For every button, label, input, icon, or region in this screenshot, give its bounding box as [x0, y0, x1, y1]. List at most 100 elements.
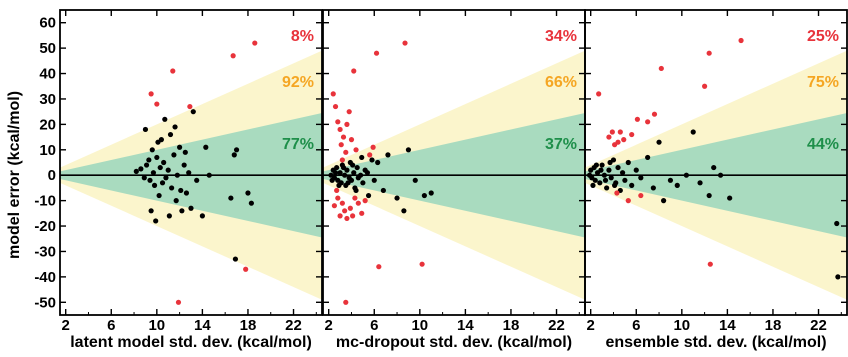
data-point-within [602, 177, 609, 183]
data-point-within [334, 164, 340, 171]
data-point-within [342, 172, 348, 178]
y-tick-label: 0 [48, 167, 56, 184]
data-point-within [597, 180, 603, 186]
data-point-within [337, 170, 343, 176]
data-point-within [181, 162, 187, 168]
data-point-outside [187, 103, 193, 110]
data-point-outside [738, 37, 744, 44]
data-point-outside [367, 152, 373, 158]
data-point-within [133, 168, 139, 174]
x-tick-label: 10 [411, 317, 428, 334]
data-point-within [147, 177, 153, 183]
data-point-within [157, 164, 163, 171]
data-point-within [360, 180, 366, 186]
data-point-within [161, 159, 167, 166]
data-point-outside [615, 139, 621, 145]
data-point-outside [353, 147, 359, 153]
data-point-within [194, 177, 200, 183]
x-tick-label: 6 [632, 317, 640, 334]
data-point-outside [339, 200, 345, 206]
data-point-within [153, 218, 159, 224]
data-point-within [592, 177, 598, 183]
data-point-within [674, 182, 680, 188]
data-point-within [150, 170, 157, 176]
data-point-outside [707, 261, 713, 267]
data-point-outside [148, 91, 154, 97]
data-point-within [345, 180, 351, 186]
data-point-within [667, 177, 674, 183]
x-tick-label: 10 [673, 317, 690, 334]
x-tick-label: 14 [457, 317, 474, 334]
y-tick-label: -10 [34, 193, 56, 210]
data-point-within [151, 182, 158, 188]
data-point-outside [419, 261, 425, 267]
data-point-within [625, 159, 631, 166]
data-point-outside [362, 198, 368, 204]
data-point-outside [373, 50, 380, 56]
data-point-outside [243, 266, 249, 272]
pct-outer-band-label: 75% [807, 74, 839, 91]
data-point-within [364, 170, 371, 176]
data-point-within [697, 180, 703, 186]
data-point-within [228, 195, 234, 201]
data-point-outside [170, 68, 176, 74]
data-point-within [357, 172, 364, 178]
data-point-within [629, 182, 635, 188]
data-point-outside [402, 40, 408, 46]
data-point-within [340, 164, 347, 171]
data-point-outside [629, 131, 635, 138]
data-point-within [661, 198, 667, 204]
data-point-outside [154, 101, 160, 107]
data-point-within [633, 167, 639, 173]
data-point-outside [348, 137, 355, 143]
data-point-outside [332, 103, 339, 110]
data-point-within [385, 152, 391, 158]
data-point-within [167, 131, 174, 138]
data-point-outside [346, 109, 352, 115]
data-point-within [428, 190, 434, 196]
data-point-outside [370, 144, 376, 150]
x-tick-label: 6 [370, 317, 378, 334]
data-point-within [142, 126, 149, 133]
data-point-within [206, 172, 212, 178]
pct-inner-band-label: 77% [282, 136, 314, 153]
data-point-within [717, 172, 724, 178]
data-point-outside [338, 142, 344, 148]
data-point-within [421, 192, 427, 199]
data-point-outside [340, 134, 347, 140]
data-point-within [248, 200, 254, 206]
data-point-within [607, 159, 613, 166]
data-point-within [148, 208, 154, 214]
data-point-within [727, 195, 733, 201]
data-point-within [177, 144, 183, 150]
data-point-outside [335, 195, 341, 201]
x-tick-label: 2 [62, 317, 70, 334]
pct-outside-label: 8% [291, 28, 314, 45]
data-point-within [615, 164, 621, 171]
x-tick-label: 22 [810, 317, 827, 334]
data-point-within [606, 167, 612, 173]
data-point-within [608, 175, 614, 181]
data-point-within [394, 195, 400, 201]
data-point-outside [335, 119, 341, 125]
x-tick-label: 18 [240, 317, 257, 334]
data-point-within [598, 167, 604, 173]
data-point-within [638, 175, 644, 181]
x-tick-label: 2 [325, 317, 333, 334]
data-point-within [656, 139, 662, 145]
data-point-outside [342, 208, 348, 214]
data-point-within [163, 175, 169, 181]
pct-outer-band-label: 66% [545, 74, 577, 91]
data-point-within [706, 192, 712, 199]
data-point-within [599, 162, 605, 168]
y-tick-label: 20 [39, 116, 56, 133]
data-point-outside [350, 213, 356, 219]
data-point-outside [706, 50, 712, 56]
x-axis-title: latent model std. dev. (kcal/mol) [70, 334, 312, 351]
data-point-within [174, 172, 180, 178]
panel-plot-area [585, 37, 847, 300]
panel-plot-area [323, 40, 585, 305]
data-point-within [182, 149, 188, 155]
